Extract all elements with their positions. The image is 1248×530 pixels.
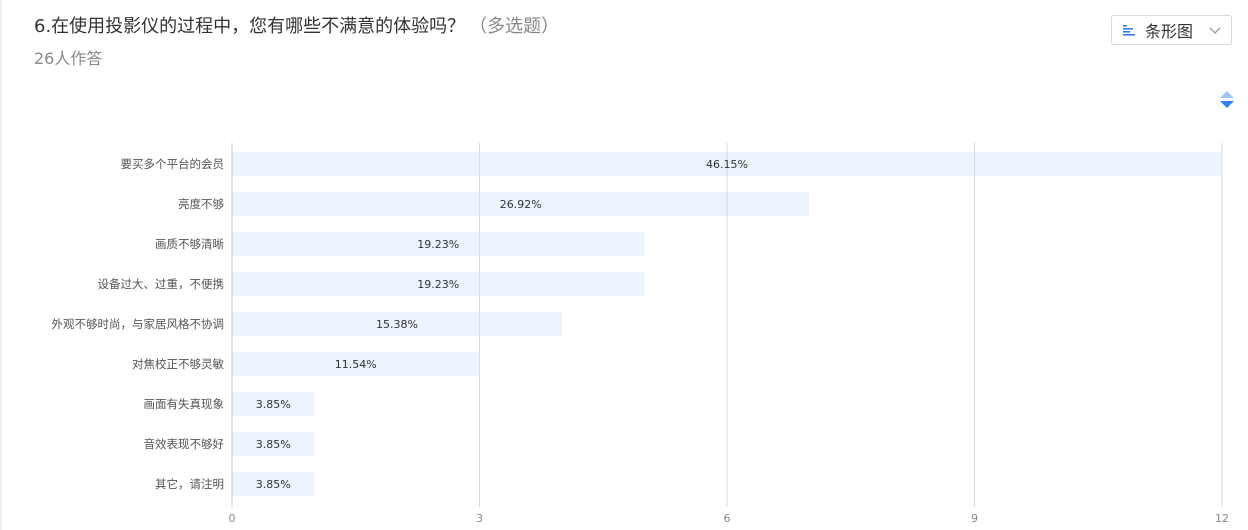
data-label: 26.92%	[500, 198, 542, 211]
x-tick-label: 0	[229, 512, 236, 525]
bar	[232, 392, 315, 416]
x-tick-label: 3	[476, 512, 483, 525]
data-label: 3.85%	[256, 438, 291, 451]
data-label: 11.54%	[335, 358, 377, 371]
chart-type-dropdown[interactable]: 条形图	[1111, 15, 1232, 45]
bar	[232, 232, 645, 256]
category-label: 其它，请注明	[155, 477, 224, 491]
bar	[232, 272, 645, 296]
data-label: 19.23%	[417, 278, 459, 291]
bar	[232, 472, 315, 496]
bar	[232, 432, 315, 456]
left-border	[0, 0, 2, 530]
bar	[232, 352, 480, 376]
question-type-hint: （多选题）	[469, 16, 560, 37]
category-label: 画面有失真现象	[144, 397, 225, 411]
respondent-count: 26人作答	[34, 49, 103, 68]
data-label: 19.23%	[417, 238, 459, 251]
sort-icon[interactable]	[1219, 90, 1235, 110]
data-label: 3.85%	[256, 478, 291, 491]
bar	[232, 192, 810, 216]
category-label: 对焦校正不够灵敏	[132, 357, 224, 371]
category-label: 亮度不够	[178, 197, 224, 211]
question-title-text: 6.在使用投影仪的过程中，您有哪些不满意的体验吗？	[34, 16, 466, 37]
x-tick-label: 9	[971, 512, 978, 525]
x-tick-label: 6	[724, 512, 731, 525]
category-label: 音效表现不够好	[144, 437, 225, 451]
category-label: 画质不够清晰	[155, 237, 224, 251]
category-label: 外观不够时尚，与家居风格不协调	[52, 317, 225, 331]
data-label: 15.38%	[376, 318, 418, 331]
question-title: 6.在使用投影仪的过程中，您有哪些不满意的体验吗？ （多选题）	[34, 12, 559, 38]
chevron-down-icon	[1209, 27, 1221, 34]
category-label: 要买多个平台的会员	[121, 157, 225, 171]
x-tick-label: 12	[1215, 512, 1229, 525]
bar-chart-icon	[1123, 25, 1135, 36]
category-label: 设备过大、过重，不便携	[98, 277, 225, 291]
bar	[232, 312, 562, 336]
data-label: 3.85%	[256, 398, 291, 411]
chart-type-label: 条形图	[1145, 22, 1194, 41]
data-label: 46.15%	[706, 158, 748, 171]
